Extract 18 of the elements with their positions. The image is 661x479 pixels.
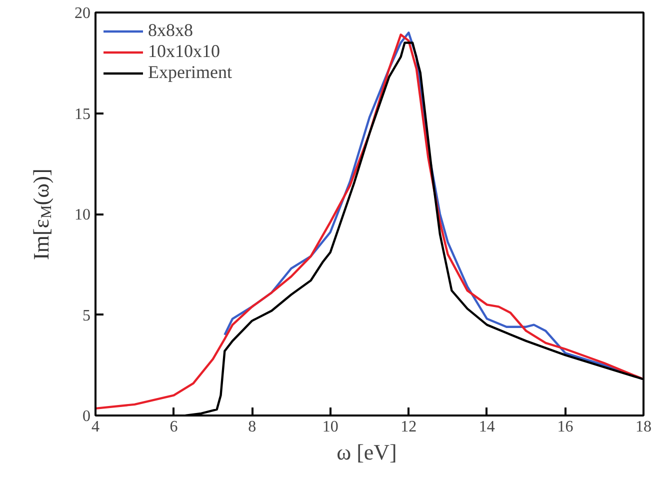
y-tick-label: 20 <box>74 5 90 22</box>
x-tick-label: 4 <box>92 418 100 436</box>
x-tick-label: 12 <box>400 418 417 436</box>
x-tick-label: 14 <box>478 418 495 436</box>
x-tick-label: 10 <box>322 418 338 436</box>
y-tick-label: 15 <box>74 106 90 123</box>
legend-label: 8x8x8 <box>148 20 193 41</box>
y-axis-title: Im[εM(ω)] <box>28 168 55 260</box>
x-tick-label: 16 <box>557 418 574 436</box>
x-tick-label: 8 <box>248 418 256 436</box>
y-tick-label: 10 <box>74 206 90 224</box>
x-tick-label: 18 <box>636 418 652 436</box>
y-tick-label: 5 <box>82 307 90 324</box>
x-tick-label: 6 <box>170 418 178 436</box>
legend-label: Experiment <box>148 62 232 83</box>
legend-label: 10x10x10 <box>148 41 220 62</box>
y-tick-label: 0 <box>82 408 90 425</box>
x-axis-title: ω [eV] <box>336 440 397 464</box>
